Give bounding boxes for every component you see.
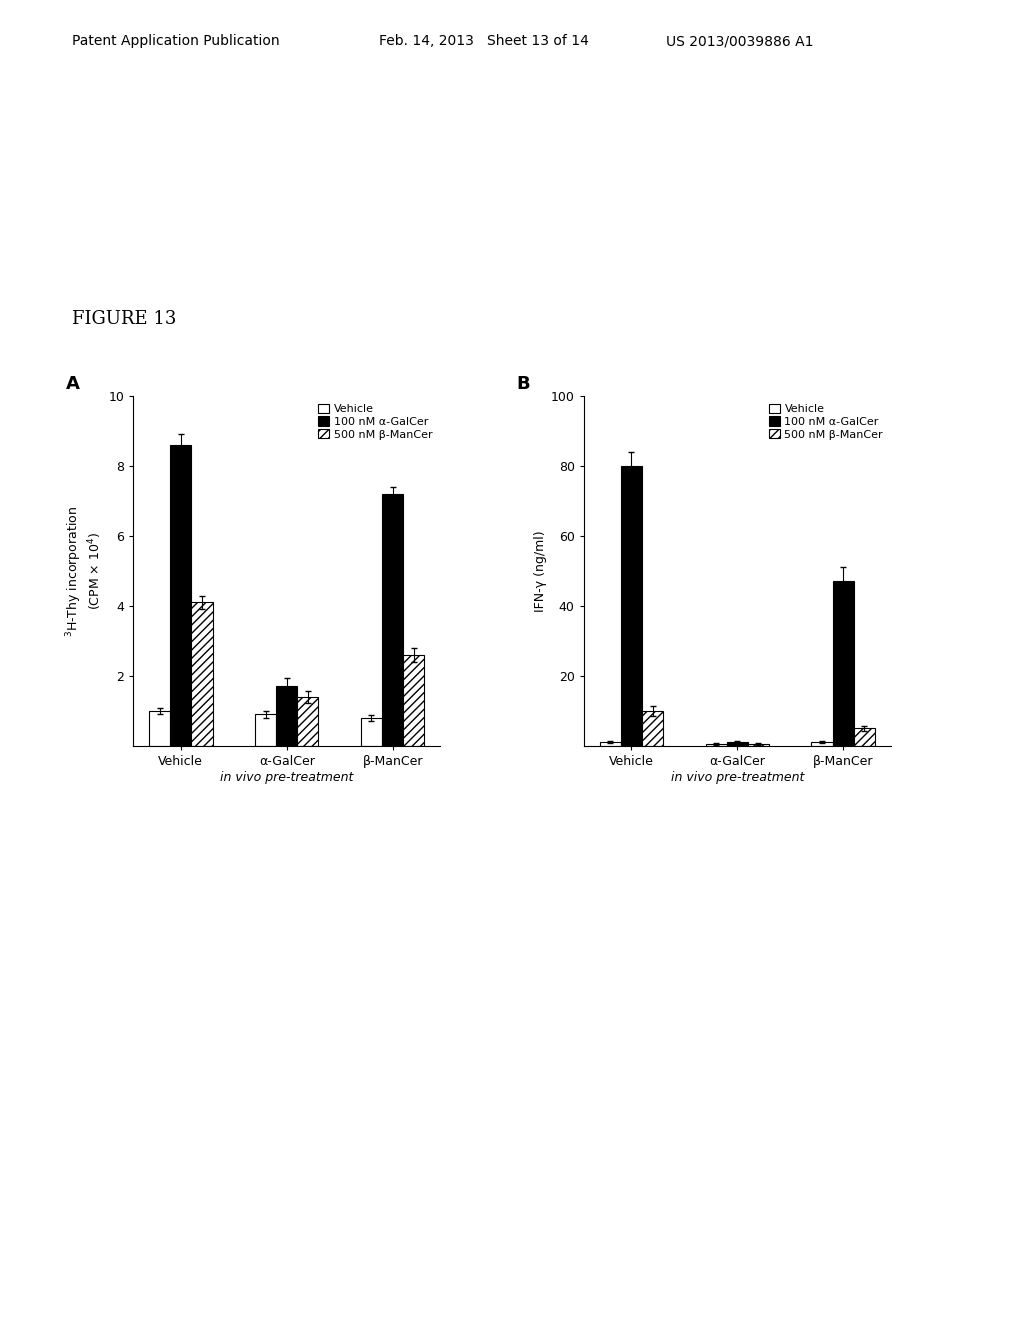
Bar (748, 744, 769, 746)
Bar (811, 742, 833, 746)
Y-axis label: $^3$H-Thy incorporation
(CPM × 10$^4$): $^3$H-Thy incorporation (CPM × 10$^4$) (65, 506, 104, 636)
Bar (600, 742, 621, 746)
Text: FIGURE 13: FIGURE 13 (72, 310, 176, 329)
Bar (706, 744, 727, 746)
Bar (150, 710, 170, 746)
Bar (727, 742, 748, 746)
Bar (854, 729, 874, 746)
Text: A: A (66, 375, 80, 393)
Bar (403, 655, 424, 746)
Bar (297, 697, 318, 746)
Text: B: B (516, 375, 529, 393)
Bar (360, 718, 382, 746)
Text: US 2013/0039886 A1: US 2013/0039886 A1 (666, 34, 813, 49)
Bar (276, 686, 297, 746)
Bar (621, 466, 642, 746)
Bar (191, 602, 213, 746)
Bar (382, 494, 403, 746)
Bar (170, 445, 191, 746)
Bar (255, 714, 276, 746)
Legend: Vehicle, 100 nM α-GalCer, 500 nM β-ManCer: Vehicle, 100 nM α-GalCer, 500 nM β-ManCe… (767, 401, 886, 442)
Legend: Vehicle, 100 nM α-GalCer, 500 nM β-ManCer: Vehicle, 100 nM α-GalCer, 500 nM β-ManCe… (316, 401, 435, 442)
Bar (642, 710, 664, 746)
X-axis label: in vivo pre-treatment: in vivo pre-treatment (671, 771, 804, 784)
Y-axis label: IFN-γ (ng/ml): IFN-γ (ng/ml) (534, 531, 547, 611)
Bar (833, 581, 854, 746)
Text: Feb. 14, 2013   Sheet 13 of 14: Feb. 14, 2013 Sheet 13 of 14 (379, 34, 589, 49)
X-axis label: in vivo pre-treatment: in vivo pre-treatment (220, 771, 353, 784)
Text: Patent Application Publication: Patent Application Publication (72, 34, 280, 49)
